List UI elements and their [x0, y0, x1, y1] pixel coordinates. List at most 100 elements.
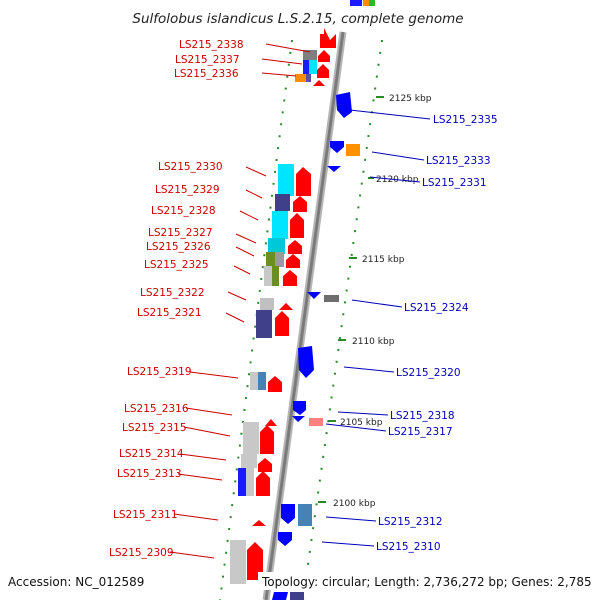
gene-arrow-2316 — [265, 419, 277, 426]
box-2309-gray — [230, 540, 246, 584]
svg-text:2115 kbp: 2115 kbp — [362, 255, 405, 265]
box-top-green — [369, 0, 375, 6]
gene-label-2324: LS215_2324 — [404, 302, 469, 314]
box-2325-gray — [275, 252, 284, 267]
right-gene-label-text: LS215_2335 LS215_2333 LS215_2331 LS215_2… — [376, 114, 498, 553]
svg-text:2110 kbp: 2110 kbp — [352, 337, 395, 347]
box-2330-cyan — [278, 164, 294, 196]
box-2315-gray — [243, 422, 259, 454]
box-2322-gray — [260, 298, 274, 310]
box-2325b-gray — [264, 266, 272, 286]
genome-backbone — [262, 31, 347, 600]
accession-text: Accession: NC_012589 — [8, 575, 144, 589]
gene-arrow-2327 — [288, 240, 302, 254]
right-gene-labels — [321, 109, 431, 547]
gene-label-2309: LS215_2309 — [109, 547, 174, 559]
gene-label-2313: LS215_2313 — [117, 468, 182, 480]
box-2325-olive — [266, 252, 275, 267]
gene-label-2335: LS215_2335 — [433, 114, 498, 126]
scale-2100-kbp: 2100 kbp — [318, 499, 376, 509]
gene-arrow-2325 — [283, 270, 297, 286]
gene-arrow-2320 — [298, 346, 314, 378]
gene-label-2337: LS215_2337 — [175, 54, 240, 66]
box-top-orange — [363, 0, 369, 6]
gene-arrow-2329 — [293, 196, 307, 212]
gene-label-2326: LS215_2326 — [146, 241, 211, 253]
gene-label-2320: LS215_2320 — [396, 367, 461, 379]
gene-label-2325: LS215_2325 — [144, 259, 209, 271]
scale-2120-kbp: 2120 kbp — [368, 175, 419, 185]
svg-text:2100 kbp: 2100 kbp — [333, 499, 376, 509]
gene-label-2321: LS215_2321 — [137, 307, 202, 319]
box-2336-purple — [306, 74, 311, 82]
gene-label-2333: LS215_2333 — [426, 155, 491, 167]
gene-arrow-2335 — [336, 92, 352, 118]
gene-arrow-2309 — [247, 542, 263, 580]
gene-arrow-2336b — [313, 80, 325, 86]
left-gene-label-text: LS215_2338 LS215_2337 LS215_2336 LS215_2… — [109, 39, 244, 559]
gene-label-2319: LS215_2319 — [127, 366, 192, 378]
topology-text: Topology: circular; Length: 2,736,272 bp… — [261, 575, 592, 589]
box-2338-gray — [303, 50, 317, 60]
box-2321-purple — [256, 310, 272, 338]
box-2337-blue — [303, 60, 309, 74]
map-title: Sulfolobus islandicus L.S.2.15, complete… — [132, 11, 463, 27]
gene-label-2329: LS215_2329 — [155, 184, 220, 196]
reverse-gene-arrows — [272, 92, 352, 600]
gene-arrow-2338 — [320, 28, 336, 48]
box-2319-gray — [250, 372, 258, 390]
box-2329-purple — [275, 194, 290, 211]
gene-label-2316: LS215_2316 — [124, 403, 189, 415]
gene-label-2336: LS215_2336 — [174, 68, 239, 80]
gene-function-boxes — [230, 0, 375, 600]
gene-label-2330: LS215_2330 — [158, 161, 223, 173]
gene-arrow-2312 — [281, 504, 295, 524]
gene-label-2331: LS215_2331 — [422, 177, 487, 189]
gene-label-2328: LS215_2328 — [151, 205, 216, 217]
gene-label-2310: LS215_2310 — [376, 541, 441, 553]
gene-arrow-2313 — [256, 471, 270, 496]
gene-arrow-2314 — [258, 458, 272, 472]
gene-arrow-2337 — [318, 50, 330, 62]
gene-arrow-2321 — [275, 311, 289, 336]
forward-gene-arrows — [247, 28, 336, 580]
box-2337-cyan — [309, 60, 317, 74]
gene-label-2317: LS215_2317 — [388, 426, 453, 438]
right-track-dots — [302, 39, 383, 600]
gene-arrow-2324 — [307, 292, 321, 299]
scale-2125-kbp: 2125 kbp — [376, 94, 432, 104]
scale-2105-kbp: 2105 kbp — [328, 418, 383, 428]
box-2314-gray — [241, 454, 257, 468]
box-2324-gray — [324, 295, 339, 302]
left-gene-labels — [169, 43, 311, 559]
gene-label-2338: LS215_2338 — [179, 39, 244, 51]
accession-bg — [4, 572, 154, 590]
gene-arrow-2315 — [260, 425, 274, 454]
gene-label-2318: LS215_2318 — [390, 410, 455, 422]
box-2319-steel — [258, 372, 266, 390]
gene-arrow-2318b — [292, 416, 305, 422]
gene-label-2315: LS215_2315 — [122, 422, 187, 434]
box-top-blue — [350, 0, 362, 6]
gene-label-2322: LS215_2322 — [140, 287, 205, 299]
topology-bg — [258, 572, 596, 590]
scale-2110-kbp: 2110 kbp — [338, 337, 395, 347]
box-2333-orange — [346, 144, 360, 156]
gene-arrow-2331 — [327, 166, 341, 172]
scale-2115-kbp: 2115 kbp — [349, 255, 405, 265]
gene-arrow-2326 — [286, 254, 300, 268]
box-2325b-olive — [272, 266, 279, 286]
box-bottom-purple — [290, 592, 304, 600]
box-2313-gray — [246, 468, 254, 496]
svg-text:2125 kbp: 2125 kbp — [389, 94, 432, 104]
gene-label-2314: LS215_2314 — [119, 448, 184, 460]
svg-text:2105 kbp: 2105 kbp — [340, 418, 383, 428]
gene-arrow-2336a — [317, 64, 329, 78]
gene-arrow-2322 — [279, 303, 293, 310]
gene-arrow-2330 — [296, 167, 311, 196]
box-2317-pink — [309, 418, 323, 426]
gene-arrow-2311 — [252, 520, 266, 526]
gene-arrow-bottom — [272, 592, 288, 600]
box-2328-cyan — [272, 211, 288, 239]
gene-arrow-2319 — [268, 376, 282, 392]
